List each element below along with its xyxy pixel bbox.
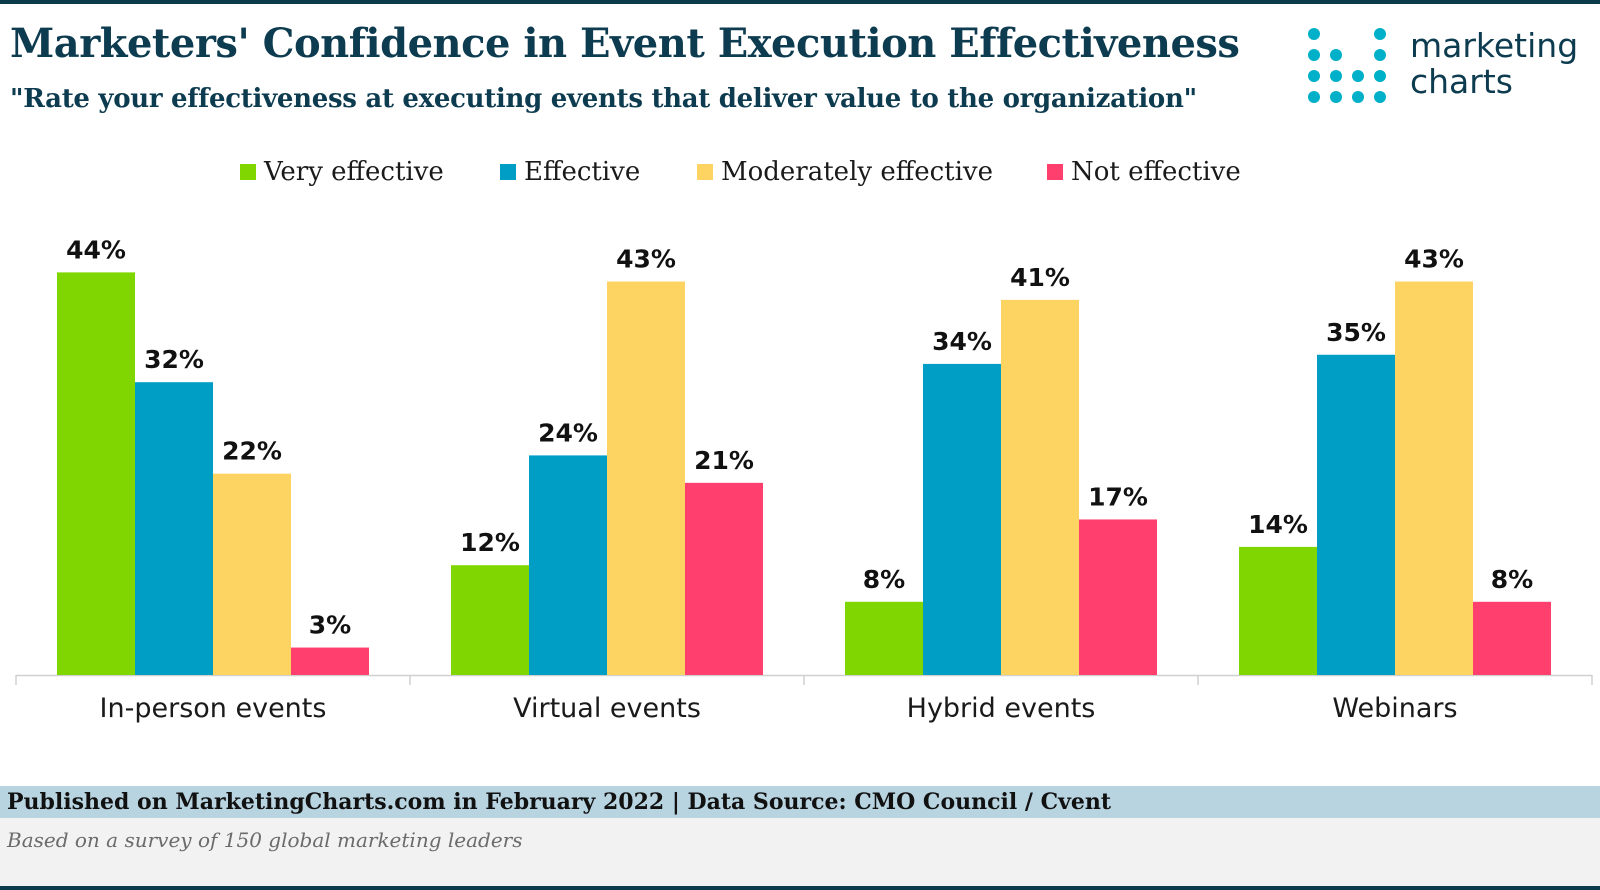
legend-label: Moderately effective [721, 157, 993, 187]
top-rule [0, 0, 1600, 4]
chart-legend: Very effective Effective Moderately effe… [0, 152, 1600, 192]
legend-item-not-effective: Not effective [1047, 152, 1241, 192]
data-label: 14% [1248, 510, 1308, 539]
bar [845, 601, 923, 675]
bar-chart-svg: 44% 32% 22% 3% In-person events 12% 24% 43% 21% V… [15, 235, 1593, 724]
bar [685, 482, 763, 675]
legend-item-moderately-effective: Moderately effective [697, 152, 993, 192]
logo-dot [1352, 70, 1364, 82]
legend-label: Effective [524, 157, 641, 187]
logo-dot [1352, 91, 1364, 103]
legend-label: Not effective [1071, 157, 1241, 187]
category-label: In-person events [100, 693, 327, 724]
legend-item-very-effective: Very effective [240, 152, 444, 192]
logo-dot [1374, 28, 1386, 40]
source-text: Published on MarketingCharts.com in Febr… [7, 789, 1112, 815]
legend-swatch [1047, 164, 1063, 180]
category-label: Hybrid events [907, 693, 1096, 724]
logo-line-1: marketing [1410, 26, 1579, 65]
data-label: 24% [538, 418, 598, 447]
bar [1001, 299, 1079, 675]
bar [291, 647, 369, 675]
data-label: 17% [1088, 482, 1148, 511]
logo-dot [1330, 70, 1342, 82]
logo-dot [1330, 49, 1342, 61]
logo-dot [1374, 49, 1386, 61]
logo-line-2: charts [1410, 62, 1513, 101]
bar [1079, 519, 1157, 675]
data-label: 8% [1491, 565, 1533, 594]
logo-dot [1374, 70, 1386, 82]
marketingcharts-logo: marketing charts [1306, 26, 1596, 106]
bar [923, 363, 1001, 675]
data-label: 43% [1404, 245, 1464, 274]
bar [1239, 546, 1317, 675]
data-label: 12% [460, 528, 520, 557]
data-label: 44% [66, 235, 126, 264]
legend-label: Very effective [264, 157, 444, 187]
logo-dot [1308, 28, 1320, 40]
logo-dot [1308, 49, 1320, 61]
logo-dot [1308, 91, 1320, 103]
category-label: Webinars [1332, 693, 1457, 724]
legend-swatch [240, 164, 256, 180]
data-label: 34% [932, 327, 992, 356]
chart-title: Marketers' Confidence in Event Execution… [10, 20, 1240, 67]
bar [607, 281, 685, 675]
logo-dot [1330, 91, 1342, 103]
bar [57, 272, 135, 675]
data-label: 41% [1010, 263, 1070, 292]
data-label: 35% [1326, 318, 1386, 347]
bar [135, 382, 213, 675]
data-label: 8% [863, 565, 905, 594]
source-bar: Published on MarketingCharts.com in Febr… [0, 786, 1600, 818]
bar [1317, 354, 1395, 675]
data-label: 21% [694, 446, 754, 475]
logo-dot [1308, 70, 1320, 82]
bottom-rule [0, 886, 1600, 890]
bar [1473, 601, 1551, 675]
bar [529, 455, 607, 675]
survey-note: Based on a survey of 150 global marketin… [7, 828, 523, 852]
bar [213, 473, 291, 675]
legend-item-effective: Effective [500, 152, 640, 192]
chart-subtitle: "Rate your effectiveness at executing ev… [10, 84, 1197, 114]
bar-chart: 44% 32% 22% 3% In-person events 12% 24% 43% 21% V… [0, 220, 1600, 744]
logo-dot [1374, 91, 1386, 103]
logo-dots-icon [1308, 28, 1386, 103]
data-label: 22% [222, 437, 282, 466]
data-label: 3% [309, 611, 351, 640]
data-label: 32% [144, 345, 204, 374]
legend-swatch [697, 164, 713, 180]
note-area: Based on a survey of 150 global marketin… [0, 818, 1600, 890]
data-label: 43% [616, 245, 676, 274]
category-label: Virtual events [513, 693, 701, 724]
bar [451, 565, 529, 675]
logo-wordmark: marketing charts [1410, 28, 1578, 100]
bar [1395, 281, 1473, 675]
legend-swatch [500, 164, 516, 180]
